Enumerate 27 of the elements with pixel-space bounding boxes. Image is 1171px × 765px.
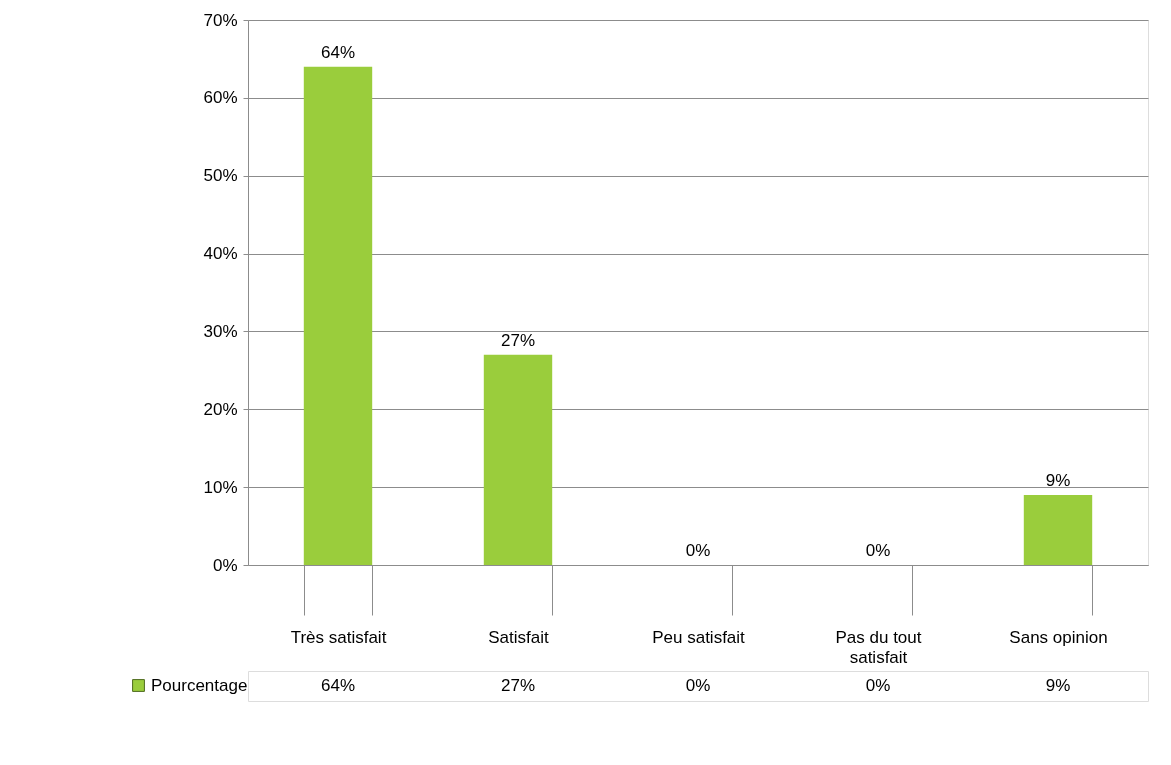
text: 9% bbox=[1045, 470, 1071, 490]
bar bbox=[1023, 494, 1093, 565]
y-tick-label: 0% bbox=[212, 555, 238, 575]
x-tick-label: Peu satisfait bbox=[652, 627, 746, 647]
y-tick-label: 30% bbox=[203, 321, 238, 341]
text: 0% bbox=[865, 541, 891, 560]
text: 0% bbox=[685, 541, 711, 560]
x-tick-label: Pas du tout satisfait bbox=[835, 627, 922, 667]
data-label: 0% bbox=[865, 676, 891, 695]
bar bbox=[483, 354, 553, 565]
x-tick-label: Satisfait bbox=[488, 627, 550, 647]
y-tick-label: 60% bbox=[203, 88, 238, 108]
y-tick-label: 40% bbox=[203, 244, 238, 264]
x-tick-label: Très satisfait bbox=[290, 627, 387, 647]
legend-label: Pourcentage bbox=[151, 675, 248, 695]
text: 64% bbox=[320, 42, 356, 62]
y-tick-label: 70% bbox=[203, 10, 238, 30]
data-label: 27% bbox=[500, 676, 536, 695]
bar bbox=[303, 66, 373, 565]
data-label: 0% bbox=[685, 676, 711, 695]
data-label: 64% bbox=[320, 676, 356, 695]
y-tick-label: 50% bbox=[203, 166, 238, 186]
y-tick-label: 10% bbox=[203, 477, 238, 497]
data-label: 9% bbox=[1045, 676, 1071, 695]
y-tick-label: 20% bbox=[203, 399, 238, 419]
x-tick-label: Sans opinion bbox=[1009, 627, 1108, 647]
text: 27% bbox=[500, 330, 536, 350]
